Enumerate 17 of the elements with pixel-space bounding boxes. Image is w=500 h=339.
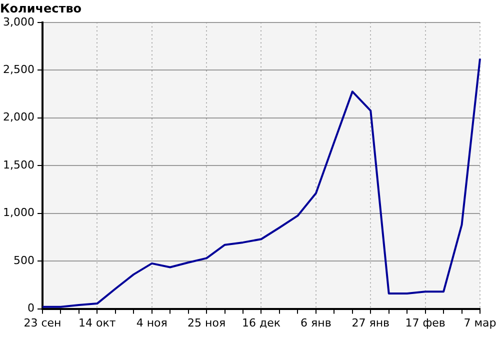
x-tick-label: 17 фев <box>405 316 446 330</box>
y-tick-label: 2,000 <box>2 110 34 124</box>
y-tick-label: 3,000 <box>2 15 34 28</box>
x-tick-label: 4 ноя <box>136 316 168 330</box>
y-tick-label: 1,000 <box>2 206 34 220</box>
x-tick-label: 7 мар <box>464 316 496 330</box>
x-tick-label: 25 ноя <box>188 316 226 330</box>
y-axis-title: Количество <box>0 1 82 16</box>
y-tick-label: 0 <box>27 302 34 315</box>
x-tick-label: 14 окт <box>78 316 116 330</box>
y-tick-label: 500 <box>13 254 34 267</box>
x-tick-label: 23 сен <box>24 316 62 330</box>
x-tick-label: 6 янв <box>300 316 332 330</box>
y-tick-label: 2,500 <box>2 62 34 76</box>
y-tick-label: 1,500 <box>2 158 34 172</box>
x-tick-label: 16 дек <box>242 316 281 330</box>
x-tick-label: 27 янв <box>352 316 390 330</box>
